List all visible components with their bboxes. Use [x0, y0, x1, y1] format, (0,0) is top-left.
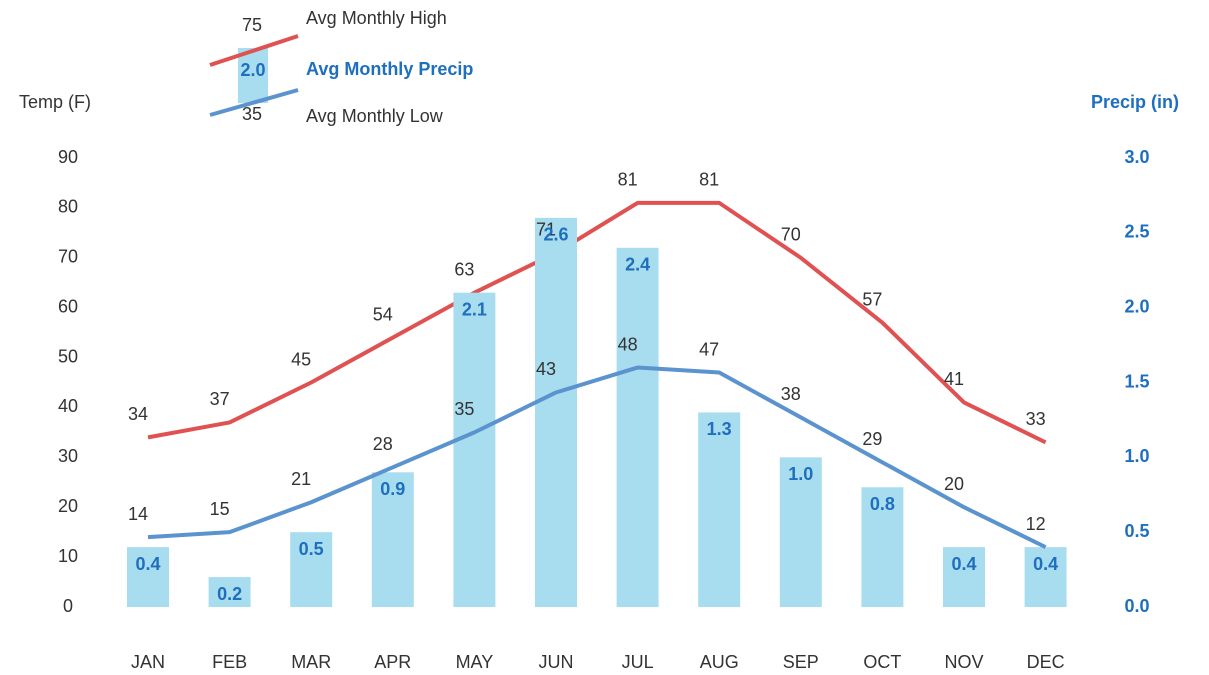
data-label: 0.4 [135, 554, 160, 574]
y-tick-label: 60 [58, 296, 78, 316]
data-label: 33 [1026, 409, 1046, 429]
data-label: 38 [781, 384, 801, 404]
bar [290, 532, 333, 607]
x-tick-label: AUG [700, 652, 739, 672]
data-label: 15 [210, 499, 230, 519]
data-label: 54 [373, 304, 393, 324]
legend-entry: Avg Monthly High [306, 8, 447, 28]
x-tick-label: JUN [539, 652, 574, 672]
data-label: 81 [699, 170, 719, 190]
data-label: 48 [618, 334, 638, 354]
bar [453, 292, 496, 607]
bar [698, 412, 741, 607]
x-tick-label: JUL [622, 652, 654, 672]
data-label: 1.3 [707, 419, 732, 439]
data-label: 0.5 [299, 539, 324, 559]
data-label: 57 [862, 289, 882, 309]
bar [535, 217, 577, 607]
x-tick-label: APR [374, 652, 411, 672]
bar [127, 547, 169, 607]
data-label: 2.4 [625, 255, 650, 275]
bar [943, 547, 985, 607]
data-label: 81 [618, 170, 638, 190]
legend-swatch [209, 34, 299, 67]
y-tick-label: 30 [58, 446, 78, 466]
legend-entry: Avg Monthly Low [306, 106, 444, 126]
data-label: 0.8 [870, 494, 895, 514]
y-tick-label: 20 [58, 496, 78, 516]
data-label: 0.2 [217, 584, 242, 604]
legend-entry: Avg Monthly Precip [306, 59, 473, 79]
legend-swatch [238, 48, 268, 103]
data-label: 43 [536, 359, 556, 379]
bar [861, 487, 904, 607]
data-label: 14 [128, 504, 148, 524]
data-label: 0.4 [951, 554, 976, 574]
y-tick-label: 50 [58, 346, 78, 366]
line [147, 200, 1047, 445]
data-label: 41 [944, 369, 964, 389]
data-label: 1.0 [788, 464, 813, 484]
bar [616, 247, 659, 608]
data-label: 45 [291, 349, 311, 369]
x-tick-label: MAY [456, 652, 494, 672]
data-label: 70 [781, 225, 801, 245]
legend-sample: 35 [242, 104, 262, 124]
data-label: 2.1 [462, 299, 487, 319]
data-label: 28 [373, 434, 393, 454]
x-tick-label: MAR [291, 652, 331, 672]
data-label: 71 [536, 220, 556, 240]
y2-tick-label: 3.0 [1124, 147, 1149, 167]
legend-sample: 2.0 [240, 60, 265, 80]
data-label: 37 [210, 389, 230, 409]
data-label: 47 [699, 339, 719, 359]
y2-tick-label: 2.0 [1124, 296, 1149, 316]
data-label: 21 [291, 469, 311, 489]
y2-tick-label: 1.5 [1124, 371, 1149, 391]
x-tick-label: DEC [1027, 652, 1065, 672]
y2-tick-label: 2.5 [1124, 222, 1149, 242]
y2-tick-label: 1.0 [1124, 446, 1149, 466]
data-label: 29 [862, 429, 882, 449]
y-tick-label: 0 [63, 596, 73, 616]
y-tick-label: 10 [58, 546, 78, 566]
x-tick-label: NOV [944, 652, 983, 672]
data-label: 0.9 [380, 479, 405, 499]
x-tick-label: SEP [783, 652, 819, 672]
x-tick-label: JAN [131, 652, 165, 672]
data-label: 35 [454, 399, 474, 419]
data-label: 0.4 [1033, 554, 1058, 574]
bar [779, 457, 822, 607]
data-label: 2.6 [543, 225, 568, 245]
bar [208, 577, 251, 607]
y-tick-label: 40 [58, 396, 78, 416]
x-tick-label: OCT [863, 652, 901, 672]
data-label: 34 [128, 404, 148, 424]
bar [371, 472, 414, 607]
y-tick-label: 80 [58, 197, 78, 217]
y-axis-label: Temp (F) [19, 92, 91, 112]
line [147, 365, 1047, 549]
legend-swatch [209, 88, 299, 117]
y2-tick-label: 0.5 [1124, 521, 1149, 541]
y2-tick-label: 0.0 [1124, 596, 1149, 616]
bar [1024, 547, 1067, 607]
data-label: 63 [454, 259, 474, 279]
y2-axis-label: Precip (in) [1091, 92, 1179, 112]
y-tick-label: 90 [58, 147, 78, 167]
x-tick-label: FEB [212, 652, 247, 672]
data-label: 20 [944, 474, 964, 494]
legend-sample: 75 [242, 15, 262, 35]
y-tick-label: 70 [58, 247, 78, 267]
data-label: 12 [1026, 514, 1046, 534]
